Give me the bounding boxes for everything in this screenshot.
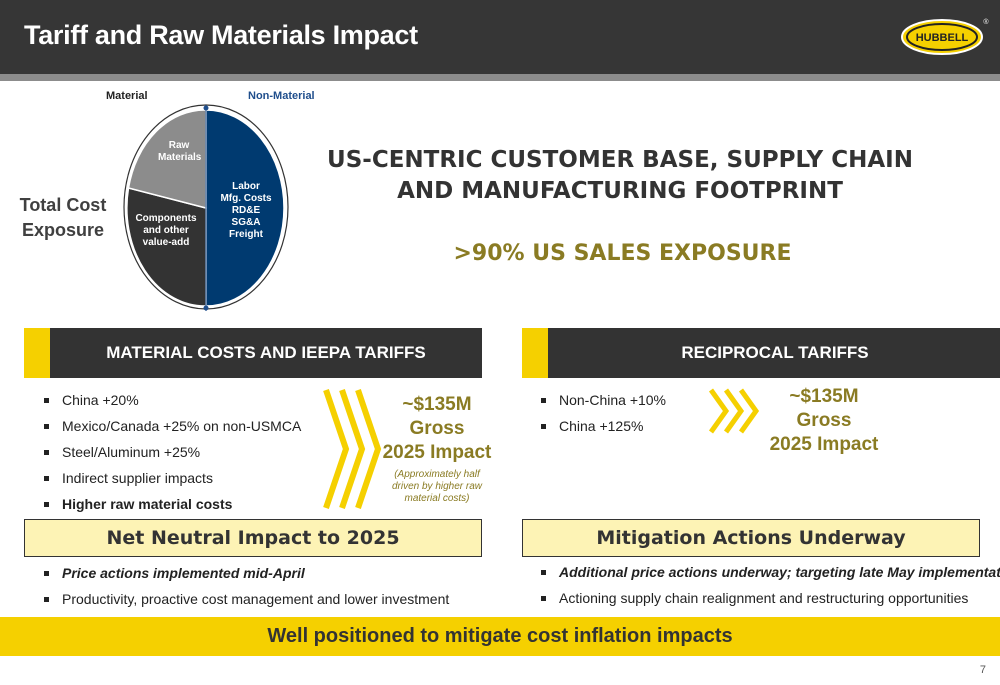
list-item: Additional price actions underway; targe… [539, 559, 1000, 585]
right-actions-list: Additional price actions underway; targe… [539, 559, 1000, 611]
impact-amount: ~$135M [402, 394, 472, 415]
mitigation-actions-box: Mitigation Actions Underway [522, 519, 980, 557]
list-item: Actioning supply chain realignment and r… [539, 585, 1000, 611]
chevron-arrows-icon [708, 388, 760, 434]
pie-label-non-material: Labor Mfg. Costs RD&E SG&A Freight [220, 181, 272, 240]
page-title: Tariff and Raw Materials Impact [24, 20, 418, 50]
impact-year: 2025 Impact [769, 434, 879, 455]
impact-gross: Gross [796, 410, 852, 431]
logo-text: HUBBELL [916, 32, 969, 44]
right-gross-impact: ~$135M Gross 2025 Impact [764, 385, 884, 457]
headline: US-CENTRIC CUSTOMER BASE, SUPPLY CHAIN A… [300, 145, 940, 207]
pie-slice-non-material [205, 109, 285, 307]
list-item: Price actions implemented mid-April [42, 560, 449, 586]
chevron-arrows-icon [323, 389, 382, 509]
list-item: Indirect supplier impacts [42, 465, 301, 491]
right-banner: RECIPROCAL TARIFFS [548, 328, 1000, 378]
right-banner-accent [522, 328, 548, 378]
legend-non-material: Non-Material [248, 90, 315, 102]
left-banner-accent [24, 328, 50, 378]
left-tariff-list: China +20% Mexico/Canada +25% on non-USM… [42, 387, 301, 517]
logo-registered-mark: ® [983, 18, 989, 26]
total-cost-exposure-label: Total Cost Exposure [14, 193, 112, 243]
list-item: Mexico/Canada +25% on non-USMCA [42, 413, 301, 439]
cost-pie-chart [120, 104, 300, 314]
pie-slice-components [126, 187, 207, 307]
list-item: China +20% [42, 387, 301, 413]
header-bar [0, 0, 1000, 74]
pie-slice-raw-materials [127, 109, 207, 209]
left-gross-impact: ~$135M Gross 2025 Impact [382, 393, 492, 465]
pie-label-raw-materials: Raw Materials [158, 140, 202, 163]
page-number: 7 [979, 664, 986, 676]
net-neutral-impact-box: Net Neutral Impact to 2025 [24, 519, 482, 557]
left-banner: MATERIAL COSTS AND IEEPA TARIFFS [50, 328, 482, 378]
total-cost-line2: Exposure [21, 220, 105, 240]
list-item: Steel/Aluminum +25% [42, 439, 301, 465]
legend-material: Material [106, 90, 148, 102]
pie-label-components: Components and other value-add [135, 213, 197, 248]
headline-line1: US-CENTRIC CUSTOMER BASE, SUPPLY CHAIN [327, 147, 913, 173]
list-item: China +125% [539, 413, 666, 439]
right-tariff-list: Non-China +10% China +125% [539, 387, 666, 439]
list-item: Higher raw material costs [42, 491, 301, 517]
impact-year: 2025 Impact [382, 442, 492, 463]
impact-note: (Approximately half driven by higher raw m… [391, 469, 483, 504]
us-sales-exposure: >90% US SALES EXPOSURE [453, 241, 792, 266]
total-cost-line1: Total Cost [19, 195, 107, 215]
headline-line2: AND MANUFACTURING FOOTPRINT [397, 178, 843, 204]
impact-gross: Gross [409, 418, 465, 439]
left-actions-list: Price actions implemented mid-April Prod… [42, 560, 449, 612]
header-stripe [0, 74, 1000, 81]
impact-amount: ~$135M [789, 386, 859, 407]
list-item: Non-China +10% [539, 387, 666, 413]
hubbell-logo: HUBBELL ® [901, 18, 989, 55]
list-item: Productivity, proactive cost management … [42, 586, 449, 612]
footer-banner: Well positioned to mitigate cost inflati… [0, 617, 1000, 656]
